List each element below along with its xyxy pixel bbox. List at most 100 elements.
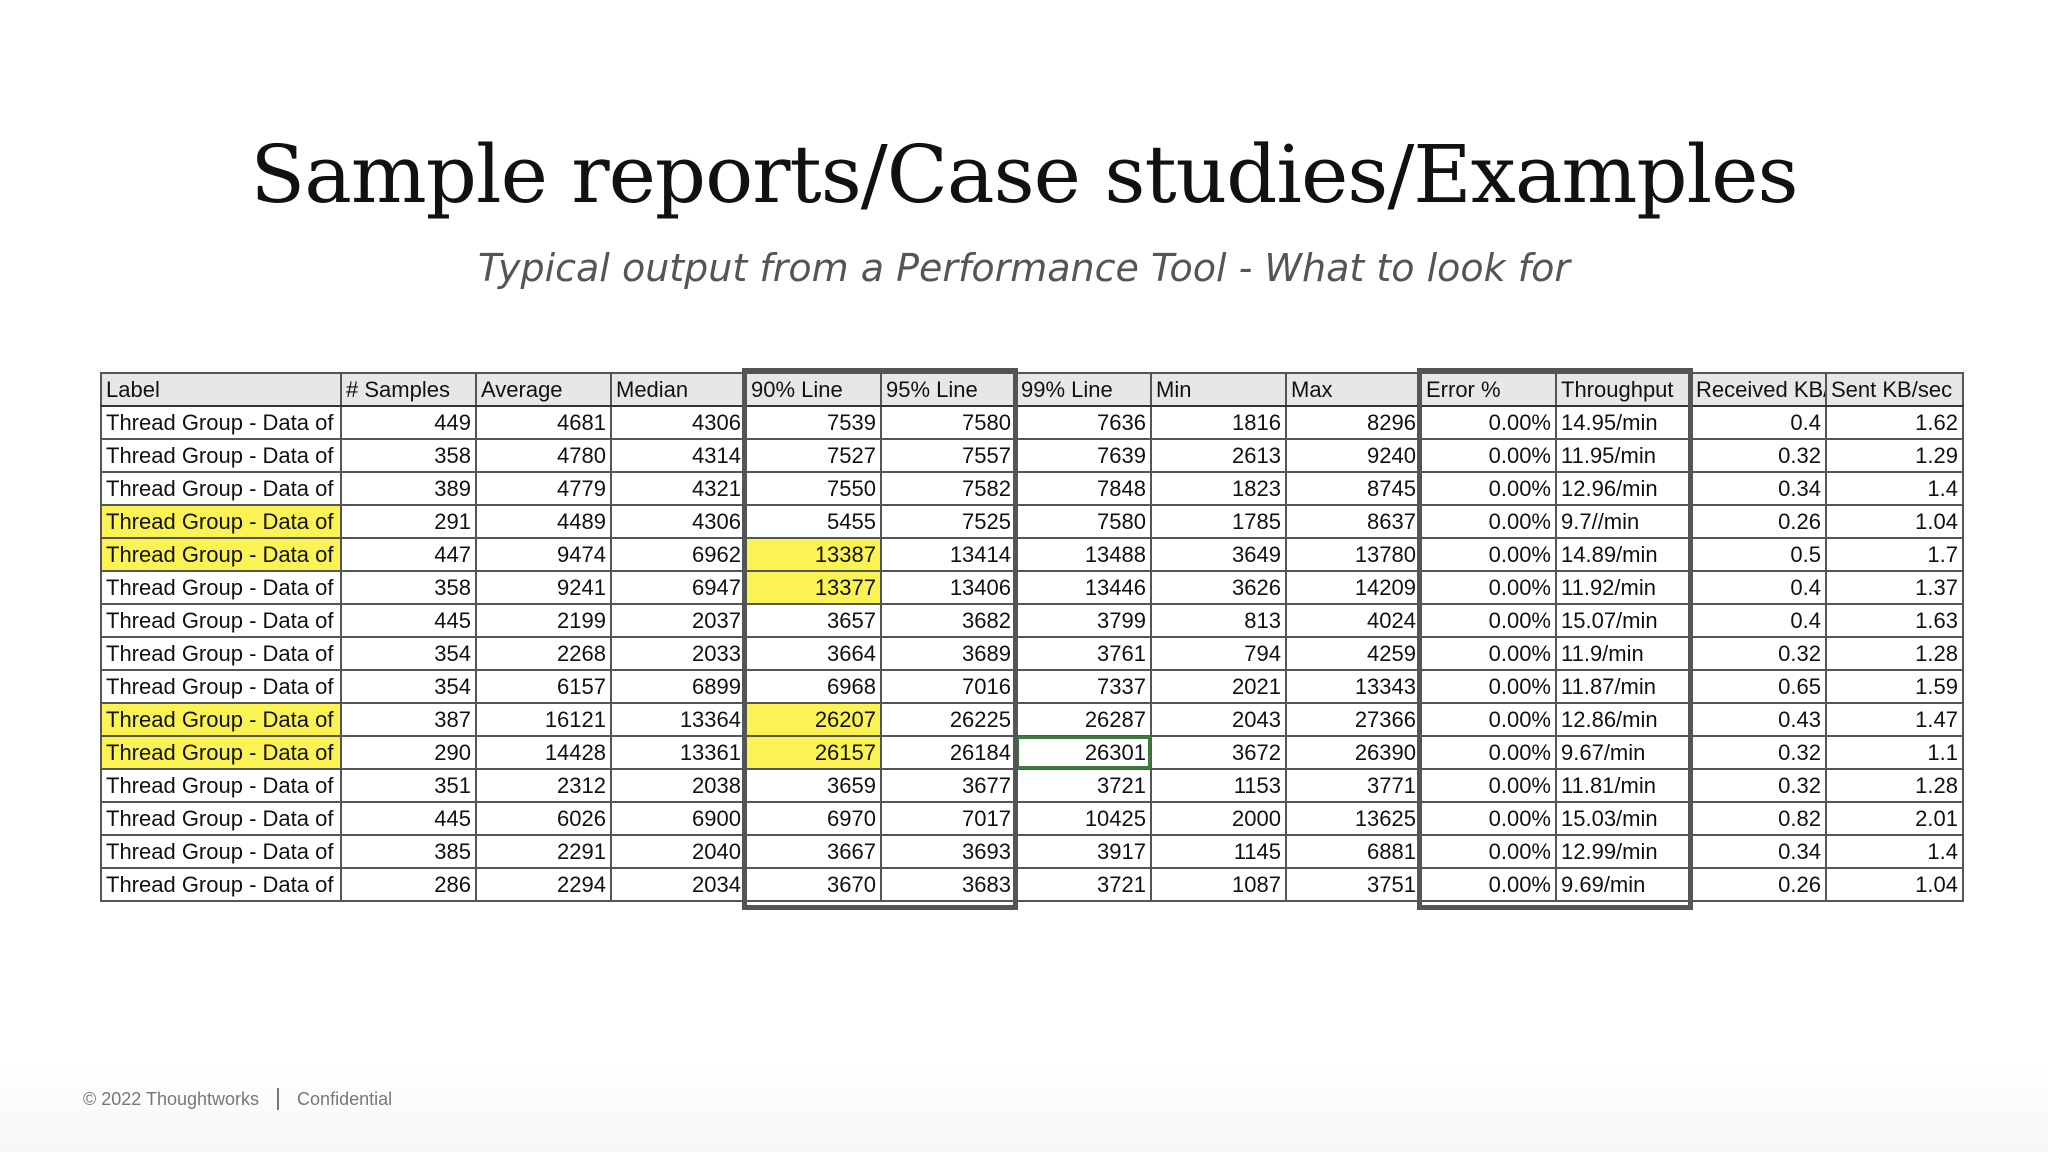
table-cell: 3659 [745, 768, 882, 803]
table-body: Thread Group - Data of 449 4681 4306 7539 758… [100, 405, 1964, 902]
table-cell: 13364 [610, 702, 747, 737]
table-cell: 1.47 [1825, 702, 1964, 737]
table-cell: 12.99/min [1555, 834, 1692, 869]
table-cell: 10425 [1015, 801, 1152, 836]
table-cell: 8745 [1285, 471, 1422, 506]
table-cell: 7639 [1015, 438, 1152, 473]
table-cell: 291 [340, 504, 477, 539]
table-cell: 3626 [1150, 570, 1287, 605]
table-cell: 3751 [1285, 867, 1422, 902]
row-label: Thread Group - Data of [100, 438, 342, 473]
table-cell: 0.00% [1420, 669, 1557, 704]
table-cell: 1145 [1150, 834, 1287, 869]
table-cell: 0.00% [1420, 834, 1557, 869]
table-cell: 3689 [880, 636, 1017, 671]
table-cell: 13625 [1285, 801, 1422, 836]
table-cell: 26301 [1015, 735, 1152, 770]
table-cell: 15.07/min [1555, 603, 1692, 638]
table-cell: 4779 [475, 471, 612, 506]
row-label: Thread Group - Data of [100, 537, 342, 572]
table-cell: 2199 [475, 603, 612, 638]
table-cell: 7016 [880, 669, 1017, 704]
table-cell: 3721 [1015, 768, 1152, 803]
table-row: Thread Group - Data of 291 4489 4306 5455 752… [100, 504, 1964, 539]
column-header: Label [100, 372, 342, 407]
row-label: Thread Group - Data of [100, 768, 342, 803]
table-cell: 1816 [1150, 405, 1287, 440]
table-cell: 7580 [1015, 504, 1152, 539]
row-label: Thread Group - Data of [100, 702, 342, 737]
table-cell: 6947 [610, 570, 747, 605]
table-cell: 12.96/min [1555, 471, 1692, 506]
table-cell: 13488 [1015, 537, 1152, 572]
table-cell: 8637 [1285, 504, 1422, 539]
table-cell: 11.81/min [1555, 768, 1692, 803]
table-cell: 354 [340, 669, 477, 704]
table-cell: 1.1 [1825, 735, 1964, 770]
table-cell: 11.95/min [1555, 438, 1692, 473]
table-cell: 1087 [1150, 867, 1287, 902]
table-cell: 4321 [610, 471, 747, 506]
table-cell: 14.89/min [1555, 537, 1692, 572]
table-cell: 354 [340, 636, 477, 671]
table-cell: 0.26 [1690, 867, 1827, 902]
table-cell: 9241 [475, 570, 612, 605]
table-cell: 7017 [880, 801, 1017, 836]
report-table-image: Label # Samples Average Median 90% Line 95% L… [100, 368, 1964, 910]
slide-title: Sample reports/Case studies/Examples [250, 128, 1798, 221]
table-cell: 1.28 [1825, 768, 1964, 803]
footer: © 2022 Thoughtworks Confidential [83, 1088, 392, 1110]
row-label: Thread Group - Data of [100, 867, 342, 902]
table-cell: 4314 [610, 438, 747, 473]
table-cell: 1.7 [1825, 537, 1964, 572]
table-cell: 3761 [1015, 636, 1152, 671]
table-cell: 0.00% [1420, 537, 1557, 572]
table-cell: 5455 [745, 504, 882, 539]
table-cell: 358 [340, 570, 477, 605]
table-row: Thread Group - Data of 354 2268 2033 3664 368… [100, 636, 1964, 671]
table-cell: 3677 [880, 768, 1017, 803]
table-cell: 14.95/min [1555, 405, 1692, 440]
row-label: Thread Group - Data of [100, 735, 342, 770]
table-cell: 0.4 [1690, 405, 1827, 440]
row-label: Thread Group - Data of [100, 834, 342, 869]
table-cell: 1.04 [1825, 504, 1964, 539]
row-label: Thread Group - Data of [100, 570, 342, 605]
table-cell: 3721 [1015, 867, 1152, 902]
table-cell: 0.34 [1690, 471, 1827, 506]
table-cell: 0.00% [1420, 801, 1557, 836]
column-header: Error % [1420, 372, 1557, 407]
table-cell: 0.00% [1420, 702, 1557, 737]
table-row: Thread Group - Data of 387 16121 13364 26207… [100, 702, 1964, 737]
table-row: Thread Group - Data of 447 9474 6962 13387 13… [100, 537, 1964, 572]
table-cell: 1785 [1150, 504, 1287, 539]
table-cell: 16121 [475, 702, 612, 737]
table-cell: 26225 [880, 702, 1017, 737]
table-cell: 286 [340, 867, 477, 902]
table-cell: 0.82 [1690, 801, 1827, 836]
row-label: Thread Group - Data of [100, 471, 342, 506]
table-row: Thread Group - Data of 445 2199 2037 3657 368… [100, 603, 1964, 638]
table-cell: 2043 [1150, 702, 1287, 737]
table-cell: 3799 [1015, 603, 1152, 638]
table-cell: 26184 [880, 735, 1017, 770]
bottom-band [0, 1060, 2048, 1152]
row-label: Thread Group - Data of [100, 636, 342, 671]
table-cell: 445 [340, 603, 477, 638]
table-cell: 6899 [610, 669, 747, 704]
table-cell: 385 [340, 834, 477, 869]
table-cell: 0.34 [1690, 834, 1827, 869]
table-cell: 6968 [745, 669, 882, 704]
table-cell: 0.00% [1420, 867, 1557, 902]
table-cell: 2613 [1150, 438, 1287, 473]
table-cell: 1.28 [1825, 636, 1964, 671]
table-cell: 813 [1150, 603, 1287, 638]
table-cell: 0.43 [1690, 702, 1827, 737]
table-cell: 15.03/min [1555, 801, 1692, 836]
column-header: Median [610, 372, 747, 407]
table-cell: 1.59 [1825, 669, 1964, 704]
table-cell: 1.37 [1825, 570, 1964, 605]
table-cell: 2291 [475, 834, 612, 869]
column-header: Throughput [1555, 372, 1692, 407]
table-cell: 7525 [880, 504, 1017, 539]
